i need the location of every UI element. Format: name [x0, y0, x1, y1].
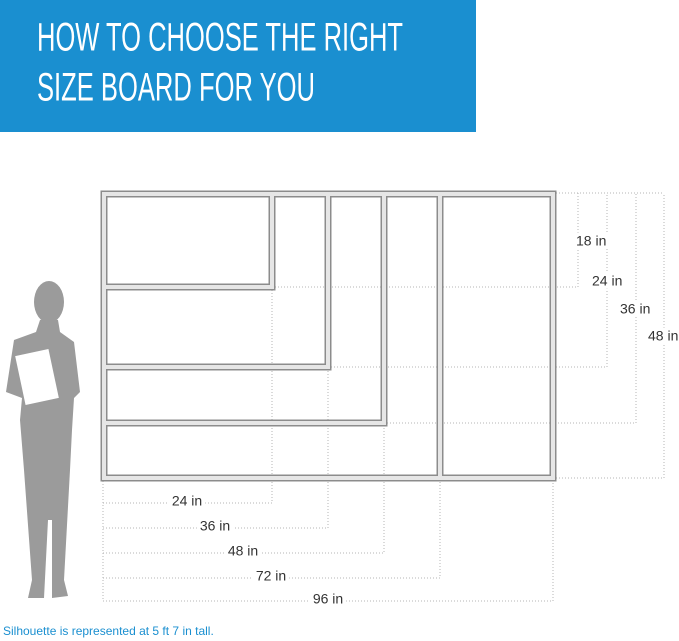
height-label: 48 in: [648, 328, 678, 344]
label-backing: [196, 517, 234, 534]
label-backing: [589, 272, 626, 289]
label-backing: [168, 492, 206, 509]
silhouette: [6, 281, 80, 598]
label-backing: [252, 567, 290, 584]
height-label: 18 in: [576, 233, 606, 249]
title-banner: [0, 0, 476, 132]
label-backing: [573, 232, 610, 249]
width-label: 36 in: [200, 518, 230, 534]
label-backing: [645, 327, 679, 344]
title-line: SIZE BOARD FOR YOU: [37, 66, 315, 110]
label-backing: [224, 542, 262, 559]
guides: [102, 192, 665, 602]
width-label: 72 in: [256, 568, 286, 584]
height-label: 24 in: [592, 273, 622, 289]
boards: [100, 190, 557, 482]
height-label: 36 in: [620, 301, 650, 317]
label-backing: [309, 590, 347, 607]
title-line: HOW TO CHOOSE THE RIGHT: [37, 16, 403, 60]
width-label: 96 in: [313, 591, 343, 607]
label-backing: [617, 300, 654, 317]
width-label: 24 in: [172, 493, 202, 509]
width-label: 48 in: [228, 543, 258, 559]
footnote: Silhouette is represented at 5 ft 7 in t…: [3, 624, 214, 638]
